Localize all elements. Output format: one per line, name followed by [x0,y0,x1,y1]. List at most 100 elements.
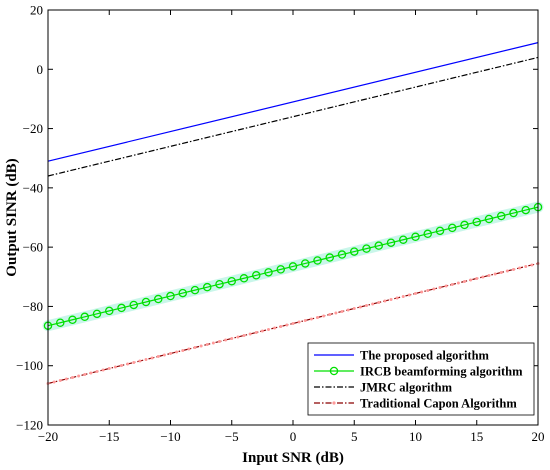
data-point [129,300,138,310]
series-line [47,56,539,177]
data-point [254,330,258,334]
data-point [264,268,273,277]
data-point [484,214,494,224]
data-point [340,309,344,313]
data-point [236,335,240,339]
data-point [251,271,261,280]
data-point [450,282,454,286]
data-point [362,244,371,253]
data-point [521,205,531,215]
data-point [475,276,479,280]
data-point [218,339,221,343]
data-point [92,309,102,319]
data-point [141,297,151,307]
data-point [205,342,209,346]
x-tick-label: −15 [99,429,119,444]
data-point [64,377,68,381]
y-tick-label: −40 [23,180,43,195]
data-point [328,312,332,316]
data-point [260,329,264,333]
data-point [524,264,528,268]
data-point [493,272,497,276]
data-point [190,285,200,295]
data-point [313,256,322,265]
data-point [77,374,81,378]
data-point [126,362,130,366]
y-tick-label: 0 [37,62,44,77]
data-point [460,220,469,230]
data-point [346,308,350,312]
data-point [423,229,432,239]
data-point [365,303,368,307]
y-tick-label: −100 [16,358,43,373]
data-point [211,341,215,345]
data-point [224,338,228,342]
data-point [487,273,491,277]
legend-label: JMRC algorithm [360,381,453,395]
data-point [383,299,387,303]
legend-entry-1: IRCB beamforming algorithm [314,365,523,379]
data-point [518,266,522,270]
data-point [89,371,93,375]
data-point [83,372,87,376]
legend-entry-3: Traditional Capon Algorithm [314,397,517,411]
data-point [181,348,185,352]
data-point [337,250,347,259]
legend-label: IRCB beamforming algorithm [360,365,523,379]
data-point [291,321,295,325]
series-2 [47,56,539,177]
y-tick-label: −60 [23,240,43,255]
data-point [267,327,270,331]
data-point [432,287,436,291]
data-point [58,378,62,382]
data-point [68,315,77,325]
data-point [496,211,506,221]
data-point [248,332,252,336]
data-point [120,363,123,367]
data-point [202,282,212,292]
data-point [178,288,187,298]
x-tick-label: 20 [532,429,545,444]
data-point [288,262,298,271]
data-point [153,294,163,304]
data-point [199,344,203,348]
legend-entry-2: JMRC algorithm [314,381,453,395]
data-point [512,267,515,271]
data-point [374,241,383,250]
data-point [401,294,405,298]
data-point [193,345,197,349]
data-point [426,288,430,292]
data-point [52,380,56,384]
x-tick-label: −5 [225,429,239,444]
data-point [530,263,534,267]
data-point [230,336,234,340]
data-point [444,284,448,288]
data-point [132,360,136,364]
data-point [150,356,154,360]
data-point [117,303,126,313]
data-point [279,324,283,328]
x-axis-label: Input SNR (dB) [242,450,344,466]
y-tick-label: −120 [16,418,43,433]
axes-layer: −20 −15 −10 −5 0 5 10 15 20 −120 −100 −80 −60 −40 −20 0… [16,3,544,445]
legend: The proposed algorithm IRCB beamforming a… [307,342,535,416]
data-point [499,270,503,274]
x-tick-label: −10 [160,429,180,444]
data-point [162,353,166,357]
data-point [56,318,65,327]
data-point [377,300,381,304]
data-point [166,291,175,301]
data-point [156,354,160,358]
y-tick-label: −80 [23,299,43,314]
data-point [435,226,445,236]
data-point [447,223,457,233]
series-0 [47,42,539,162]
data-point [215,279,224,289]
data-point [481,275,485,279]
data-point [420,290,424,294]
x-tick-label: 10 [409,429,422,444]
data-point [303,318,307,322]
data-point [316,315,319,319]
data-point [352,306,356,310]
x-tick-label: 15 [470,429,483,444]
